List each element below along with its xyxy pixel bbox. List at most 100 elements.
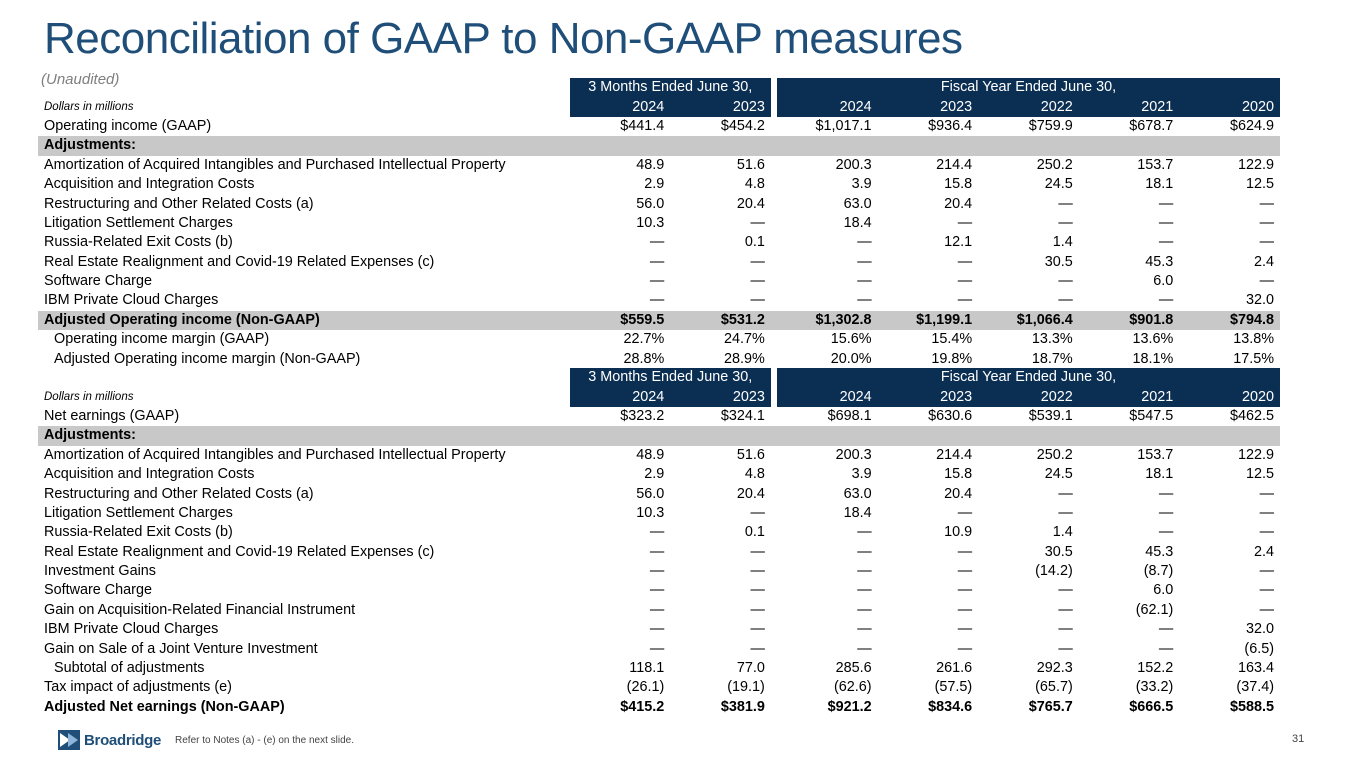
table-cell: $462.5	[1229, 407, 1274, 424]
table-cell: —	[750, 543, 765, 560]
table-cell: —	[649, 601, 665, 618]
table-row: Operating income (GAAP) $441.4 $454.2 $1,01…	[38, 116, 1280, 137]
broadridge-logo-text: Broadridge	[84, 731, 162, 749]
table-cell: —	[1058, 485, 1073, 502]
year-header: 2023	[877, 387, 979, 407]
year-header: 2020	[1179, 97, 1280, 117]
table-cell: —	[1158, 195, 1174, 212]
table-row: Russia-Related Exit Costs (b) — 0.1 — 10.9 1.…	[38, 523, 1280, 543]
table-cell: (6.5)	[1244, 640, 1274, 657]
table-cell: 118.1	[629, 660, 665, 677]
table-cell: 2.9	[644, 176, 665, 193]
year-header: 2024	[569, 387, 671, 407]
page-number: 31	[1292, 733, 1305, 745]
table-cell: —	[857, 234, 872, 251]
table-cell: 51.6	[736, 446, 765, 463]
table-cell	[569, 426, 671, 446]
row-label: Software Charge	[44, 273, 152, 290]
header-year-row: Dollars in millions 2024 2023 2024 2023 …	[38, 97, 1280, 117]
table-cell: $759.9	[1028, 117, 1073, 134]
table-cell: —	[750, 253, 765, 270]
table-cell: 0.1	[744, 234, 765, 251]
table-cell: —	[750, 640, 765, 657]
table-cell: —	[957, 214, 973, 231]
table-cell: —	[649, 640, 665, 657]
table-cell: 10.3	[636, 214, 665, 231]
table-cell: (33.2)	[1135, 679, 1174, 696]
header-fiscal-group: Fiscal Year Ended June 30,	[777, 368, 1280, 388]
row-label: Adjusted Operating income margin (Non-GA…	[54, 350, 361, 367]
row-label: Adjustments:	[38, 426, 570, 446]
table-cell: (65.7)	[1035, 679, 1073, 696]
table-cell: 18.7%	[1031, 350, 1073, 367]
year-header: 2022	[978, 97, 1079, 117]
row-label: Acquisition and Integration Costs	[44, 466, 255, 483]
table-cell: —	[649, 543, 665, 560]
table-cell: —	[750, 621, 765, 638]
table-cell: 4.8	[744, 176, 765, 193]
page-title: Reconciliation of GAAP to Non-GAAP measu…	[44, 14, 963, 63]
dollars-in-millions-label: Dollars in millions	[44, 100, 134, 113]
table-cell: (37.4)	[1236, 679, 1274, 696]
table-cell: 200.3	[835, 446, 872, 463]
table-cell	[1078, 426, 1180, 446]
table-row: IBM Private Cloud Charges — — — — — — 32.0	[38, 291, 1280, 311]
table-cell: —	[1058, 601, 1073, 618]
table-cell: 3.9	[851, 466, 872, 483]
table-cell: —	[649, 524, 665, 541]
table-cell: $323.2	[620, 407, 665, 424]
table-cell: 20.0%	[830, 350, 872, 367]
row-label: Tax impact of adjustments (e)	[44, 679, 232, 696]
year-header: 2022	[978, 387, 1079, 407]
table-cell: (14.2)	[1035, 563, 1073, 580]
table-cell: —	[957, 253, 973, 270]
row-label: Real Estate Realignment and Covid-19 Rel…	[44, 543, 435, 560]
row-label: IBM Private Cloud Charges	[44, 621, 219, 638]
year-header: 2024	[569, 97, 671, 117]
row-label: Adjusted Operating income (Non-GAAP)	[38, 310, 570, 331]
table-row: Restructuring and Other Related Costs (a…	[38, 484, 1280, 504]
table-cell: 56.0	[636, 195, 665, 212]
table-cell: —	[857, 524, 872, 541]
table-row: Amortization of Acquired Intangibles and…	[38, 155, 1280, 175]
table-cell: —	[957, 543, 973, 560]
table-cell: $666.5	[1129, 698, 1174, 715]
table-cell: 6.0	[1153, 273, 1174, 290]
header-quarter-group: 3 Months Ended June 30,	[569, 368, 771, 388]
table-cell: 13.8%	[1233, 331, 1274, 348]
table-cell: —	[957, 621, 973, 638]
table-cell: —	[750, 582, 765, 599]
table-cell: (26.1)	[626, 679, 665, 696]
table-cell: (8.7)	[1143, 563, 1174, 580]
table-cell: —	[1158, 292, 1174, 309]
net-earnings-table: 3 Months Ended June 30, Fiscal Year Ende…	[38, 368, 1280, 718]
header-group-row: 3 Months Ended June 30, Fiscal Year Ende…	[38, 368, 1280, 388]
table-cell: 24.5	[1044, 176, 1073, 193]
table-cell: 153.7	[1137, 446, 1174, 463]
table-cell: 2.4	[1253, 543, 1274, 560]
row-label: Amortization of Acquired Intangibles and…	[44, 446, 506, 463]
table-cell: —	[957, 292, 973, 309]
unaudited-label: (Unaudited)	[41, 71, 120, 88]
table-row: Adjustments:	[38, 426, 1280, 446]
table-cell: 30.5	[1044, 543, 1073, 560]
header-fiscal-group: Fiscal Year Ended June 30,	[777, 78, 1280, 98]
table-cell: $441.4	[620, 117, 665, 134]
year-header: 2023	[877, 97, 979, 117]
table-cell: 122.9	[1237, 156, 1274, 173]
table-cell: —	[1259, 485, 1274, 502]
table-cell: 122.9	[1237, 446, 1274, 463]
table-cell: —	[1158, 485, 1174, 502]
table-cell: —	[750, 273, 765, 290]
table-cell: —	[1259, 195, 1274, 212]
table-cell: 1.4	[1052, 234, 1073, 251]
table-cell: 153.7	[1137, 156, 1174, 173]
table-cell: —	[649, 234, 665, 251]
table-cell: —	[1259, 524, 1274, 541]
table-cell: 214.4	[936, 446, 973, 463]
table-cell: —	[1259, 504, 1274, 521]
table-cell: —	[1158, 621, 1174, 638]
row-label: Litigation Settlement Charges	[44, 214, 233, 231]
table-cell: $901.8	[1078, 310, 1180, 331]
table-cell	[670, 426, 771, 446]
